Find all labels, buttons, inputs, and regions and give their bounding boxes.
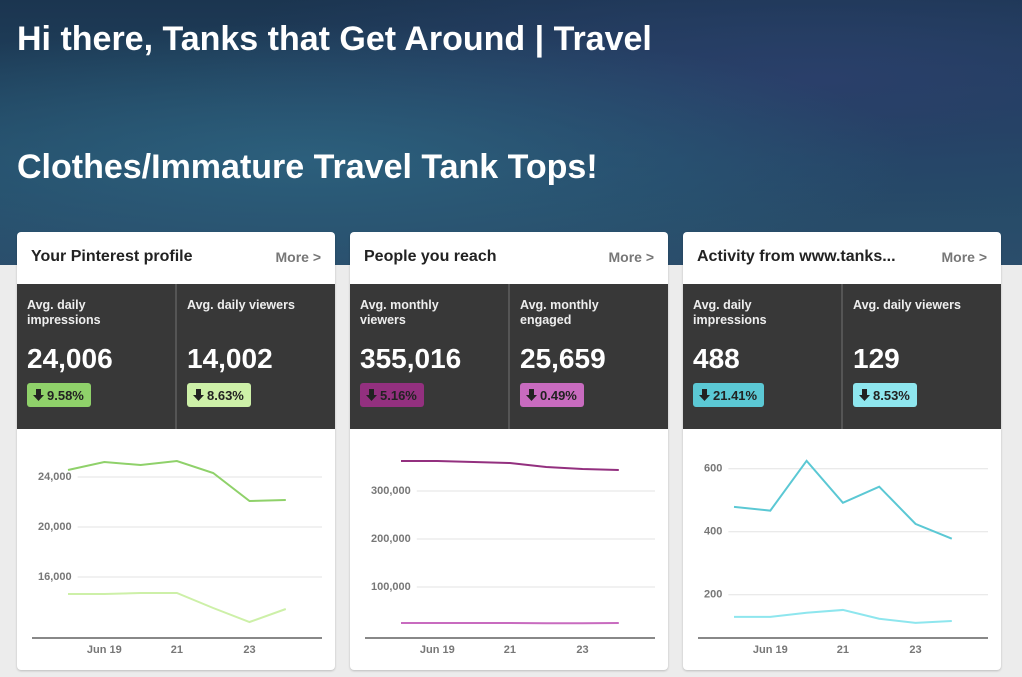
- arrow: [859, 389, 870, 401]
- stat: Avg. daily impressions 488 21.41%: [683, 284, 841, 429]
- stat: Avg. daily viewers 129 8.53%: [841, 284, 1001, 429]
- x-tick-label: 23: [909, 644, 921, 656]
- more-link[interactable]: More >: [941, 249, 987, 265]
- stats-panel: Avg. monthly viewers 355,016 5.16% Avg. mon…: [350, 284, 668, 429]
- stat: Avg. monthly viewers 355,016 5.16%: [350, 284, 508, 429]
- stat-value: 24,006: [27, 343, 113, 374]
- change-value: 0.49%: [540, 387, 577, 403]
- stat-value: 25,659: [520, 343, 606, 374]
- arrow: [33, 389, 44, 401]
- series-line: [401, 460, 619, 472]
- change-value: 9.58%: [47, 387, 84, 403]
- series-line: [733, 459, 953, 540]
- y-tick-label: 600: [704, 463, 722, 475]
- change-value: 8.63%: [207, 387, 244, 403]
- stat-value: 488: [693, 343, 740, 374]
- stat-label: Avg. daily viewers: [187, 298, 295, 312]
- change-value: 5.16%: [380, 387, 417, 403]
- arrow: [699, 389, 710, 401]
- change-badge: 21.41%: [693, 383, 765, 407]
- down-arrow: [33, 389, 44, 401]
- change-badge: 9.58%: [27, 383, 91, 407]
- down-arrow: [366, 389, 377, 401]
- stat-value: 355,016: [360, 343, 462, 374]
- stats-panel: Avg. daily impressions 488 21.41% Avg. dail…: [683, 284, 1001, 429]
- x-tick-label: Jun 19: [87, 644, 122, 656]
- y-tick-label: 20,000: [38, 521, 72, 533]
- arrow: [526, 389, 537, 401]
- card: Activity from www.tanks... More > Avg. dai…: [683, 232, 1001, 670]
- arrow: [193, 389, 204, 401]
- line-chart: 200 400 600 Jun 19 21 23: [698, 459, 988, 656]
- y-tick-label: 400: [704, 526, 722, 538]
- x-tick-label: 21: [504, 644, 516, 656]
- line-chart: 100,000 200,000 300,000 Jun 19 21 23: [365, 460, 655, 656]
- greeting: Hi there, Tanks that Get Around | Travel: [17, 20, 652, 58]
- down-arrow: [699, 389, 710, 401]
- y-tick-label: 200,000: [371, 533, 411, 545]
- card: People you reach More > Avg. monthly viewe…: [350, 232, 668, 670]
- series-line: [734, 608, 952, 624]
- stat-label: Avg. daily impressions: [27, 298, 101, 327]
- card-header: Activity from www.tanks... More >: [683, 232, 1001, 284]
- stat: Avg. daily impressions 24,006 9.58%: [17, 284, 175, 429]
- change-badge: 0.49%: [520, 383, 584, 407]
- stat: Avg. monthly engaged 25,659 0.49%: [508, 284, 668, 429]
- change-value: 8.53%: [873, 387, 910, 403]
- card-header: Your Pinterest profile More >: [17, 232, 335, 284]
- x-tick-label: 23: [576, 644, 588, 656]
- more-link[interactable]: More >: [608, 249, 654, 265]
- x-tick-label: 21: [171, 644, 183, 656]
- change-badge: 5.16%: [360, 383, 424, 407]
- x-tick-label: 23: [243, 644, 255, 656]
- change-badge: 8.63%: [187, 383, 251, 407]
- stat-label: Avg. daily impressions: [693, 298, 767, 327]
- change-badge: 8.53%: [853, 383, 917, 407]
- board-title: Clothes/Immature Travel Tank Tops!: [17, 148, 598, 186]
- board-banner: Hi there, Tanks that Get Around | Travel…: [0, 0, 1022, 265]
- down-arrow: [859, 389, 870, 401]
- y-tick-label: 200: [704, 589, 722, 601]
- stat-label: Avg. monthly viewers: [360, 298, 439, 327]
- stat-value: 129: [853, 343, 900, 374]
- change-value: 21.41%: [713, 387, 758, 403]
- stat: Avg. daily viewers 14,002 8.63%: [175, 284, 335, 429]
- x-tick-label: 21: [837, 644, 849, 656]
- stat-label: Avg. monthly engaged: [520, 298, 599, 327]
- x-tick-label: Jun 19: [753, 644, 788, 656]
- series-line: [67, 459, 286, 503]
- down-arrow: [526, 389, 537, 401]
- y-tick-label: 300,000: [371, 485, 411, 497]
- stat-label: Avg. daily viewers: [853, 298, 961, 312]
- down-arrow: [193, 389, 204, 401]
- y-tick-label: 100,000: [371, 581, 411, 593]
- card-title: Activity from www.tanks...: [697, 248, 896, 265]
- card-title: People you reach: [364, 248, 497, 265]
- arrow: [366, 389, 377, 401]
- stat-value: 14,002: [187, 343, 273, 374]
- card-header: People you reach More >: [350, 232, 668, 284]
- series-line: [68, 592, 287, 624]
- x-tick-label: Jun 19: [420, 644, 455, 656]
- stats-panel: Avg. daily impressions 24,006 9.58% Avg. da…: [17, 284, 335, 429]
- line-chart: 16,000 20,000 24,000 Jun 19 21 23: [32, 459, 322, 656]
- card-title: Your Pinterest profile: [31, 248, 193, 265]
- more-link[interactable]: More >: [275, 249, 321, 265]
- card: Your Pinterest profile More > Avg. daily i…: [17, 232, 335, 670]
- y-tick-label: 16,000: [38, 571, 72, 583]
- y-tick-label: 24,000: [38, 471, 72, 483]
